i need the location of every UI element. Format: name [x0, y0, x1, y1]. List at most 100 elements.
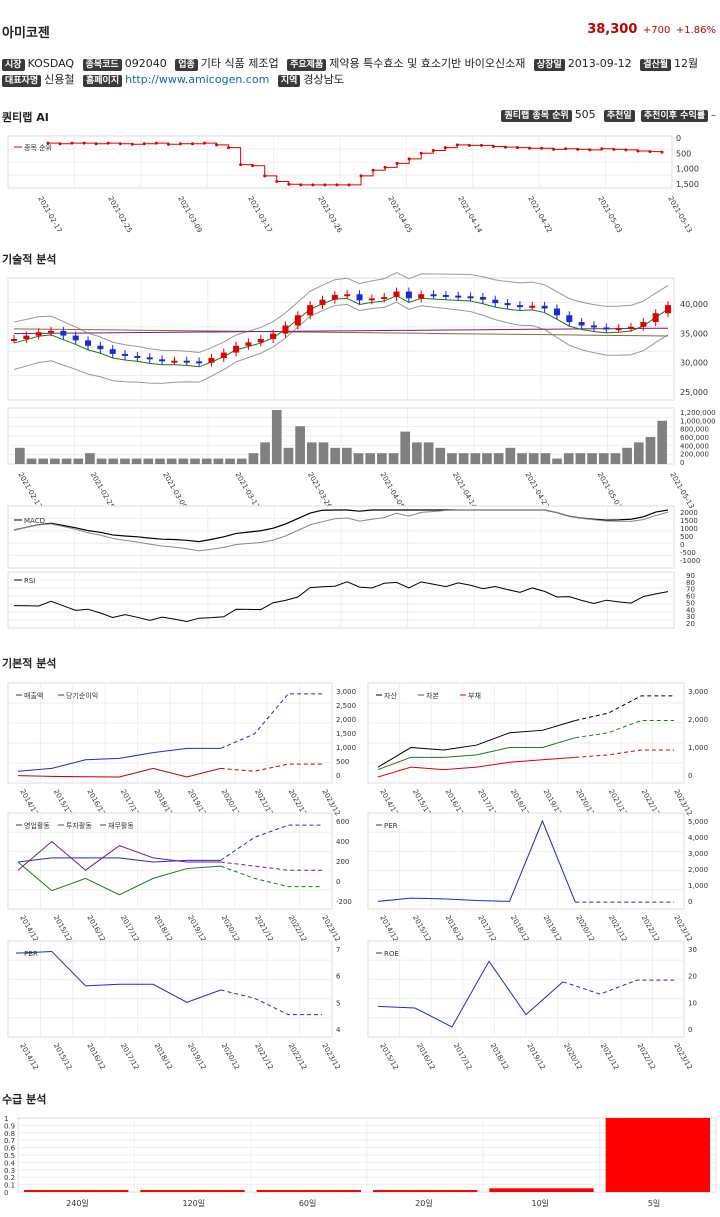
rsi-label: RSI	[24, 577, 35, 585]
y-tick-label: 6	[336, 973, 341, 981]
y-tick-label: -500	[680, 549, 696, 557]
current-price: 38,300	[587, 22, 638, 37]
candle-body	[183, 360, 190, 363]
rank-point	[395, 161, 399, 165]
x-tick-label: 2020/12	[220, 914, 241, 943]
x-tick-label: 2023/12	[672, 914, 693, 943]
fund-series-projected	[575, 749, 674, 758]
y-tick-label: 80	[686, 579, 695, 587]
y-tick-label: 35,000	[680, 329, 708, 338]
x-tick-label: 2017/12	[452, 1042, 473, 1071]
y-tick-label: 50	[686, 599, 695, 607]
macd-label: MACD	[24, 517, 45, 525]
y-tick-label: 7	[336, 946, 340, 954]
homepage-tag: 홈페이지	[83, 75, 123, 87]
legend-label: ROE	[384, 950, 399, 958]
supply-title: 수급 분석	[2, 1093, 47, 1106]
legend-label: PBR	[24, 950, 38, 958]
candle-body	[652, 313, 659, 323]
volume-bar	[295, 426, 305, 464]
rank-point	[130, 142, 134, 146]
x-tick-label: 2019/12	[525, 1042, 546, 1071]
y-tick-label: 400	[336, 838, 349, 846]
y-tick-label: 0.3	[4, 1167, 15, 1175]
x-tick-label: 2018/12	[509, 914, 530, 943]
fund-series-projected	[220, 824, 322, 861]
x-tick-label: 2021-04-05	[378, 471, 405, 510]
candle-body	[233, 345, 240, 353]
x-tick-label: 2015/12	[52, 914, 73, 943]
volume-bar	[190, 458, 200, 464]
volume-bar	[622, 447, 632, 464]
volume-bar	[73, 458, 84, 464]
price-change: +700	[642, 25, 671, 36]
y-tick-label: 0	[688, 898, 692, 906]
rank-point	[612, 147, 616, 151]
candle-body	[11, 339, 17, 341]
legend-label: 매출액	[24, 691, 43, 700]
y-tick-label: 0.5	[4, 1152, 15, 1160]
fund-series-solid	[377, 737, 576, 771]
volume-bar	[236, 458, 247, 464]
candle-body	[307, 305, 314, 316]
rank-point	[58, 142, 62, 146]
candle-body	[492, 299, 499, 304]
fund-series-solid	[17, 840, 221, 871]
rank-point	[275, 179, 279, 183]
candle-body	[615, 328, 622, 331]
candle-body	[97, 345, 104, 350]
rec-day-tag: 추천일	[603, 110, 635, 122]
x-tick-label: 2020/12	[220, 1042, 241, 1071]
y-tick-label: 500	[680, 533, 693, 541]
x-tick-label: 2021/12	[253, 914, 274, 943]
rank-point	[516, 146, 520, 150]
candle-body	[553, 308, 560, 316]
y-tick-label: 20	[688, 973, 697, 981]
volume-bar	[388, 453, 399, 464]
rank-point	[431, 148, 435, 152]
volume-bar	[225, 458, 235, 464]
rank-point	[443, 146, 447, 150]
y-tick-label: 0.4	[4, 1159, 16, 1167]
rank-point	[239, 163, 243, 167]
fund-series-projected	[220, 763, 322, 772]
volume-bar	[108, 458, 119, 464]
rank-point	[564, 147, 568, 151]
product-tag: 주요제품	[287, 59, 327, 71]
candle-body	[294, 315, 301, 326]
candle-body	[405, 291, 412, 299]
y-tick-label: 200	[336, 858, 349, 866]
y-tick-label: 3,000	[336, 688, 356, 696]
rank-point	[540, 146, 544, 150]
homepage-link[interactable]: http://www.amicogen.com	[125, 73, 270, 86]
y-tick-label: 1,000	[688, 882, 708, 890]
x-tick-label: 2016/12	[85, 914, 106, 943]
fund-series-solid	[377, 819, 576, 903]
y-tick-label: 0	[336, 878, 340, 886]
x-tick-label: 2018/12	[152, 914, 173, 943]
rank-point	[335, 183, 339, 187]
fund-series-solid	[17, 950, 221, 1003]
x-tick-label: 2020/12	[574, 914, 595, 943]
fund-series-solid	[377, 960, 564, 1028]
x-tick-label: 120일	[183, 1199, 206, 1208]
ceo-value: 신용철	[44, 73, 75, 86]
candle-body	[122, 353, 129, 356]
volume-bar	[155, 458, 165, 464]
rank-point	[371, 168, 375, 172]
volume-bar	[143, 458, 154, 464]
legend-label: 투자활동	[66, 821, 92, 830]
volume-bar	[365, 453, 376, 464]
bollinger-lower	[13, 301, 669, 384]
x-tick-label: 2023/12	[320, 914, 341, 943]
candle-body	[146, 357, 153, 360]
volume-bar	[598, 453, 609, 464]
candle-body	[566, 315, 573, 323]
y-tick-label: 0.7	[4, 1137, 15, 1145]
rec-return-value: –	[711, 110, 716, 121]
rank-point	[263, 174, 267, 178]
x-tick-label: 2021-04-05	[386, 195, 413, 234]
company-name: 아미코젠	[2, 26, 50, 41]
y-tick-label: 1,200,000	[680, 409, 716, 417]
candle-body	[467, 296, 474, 299]
